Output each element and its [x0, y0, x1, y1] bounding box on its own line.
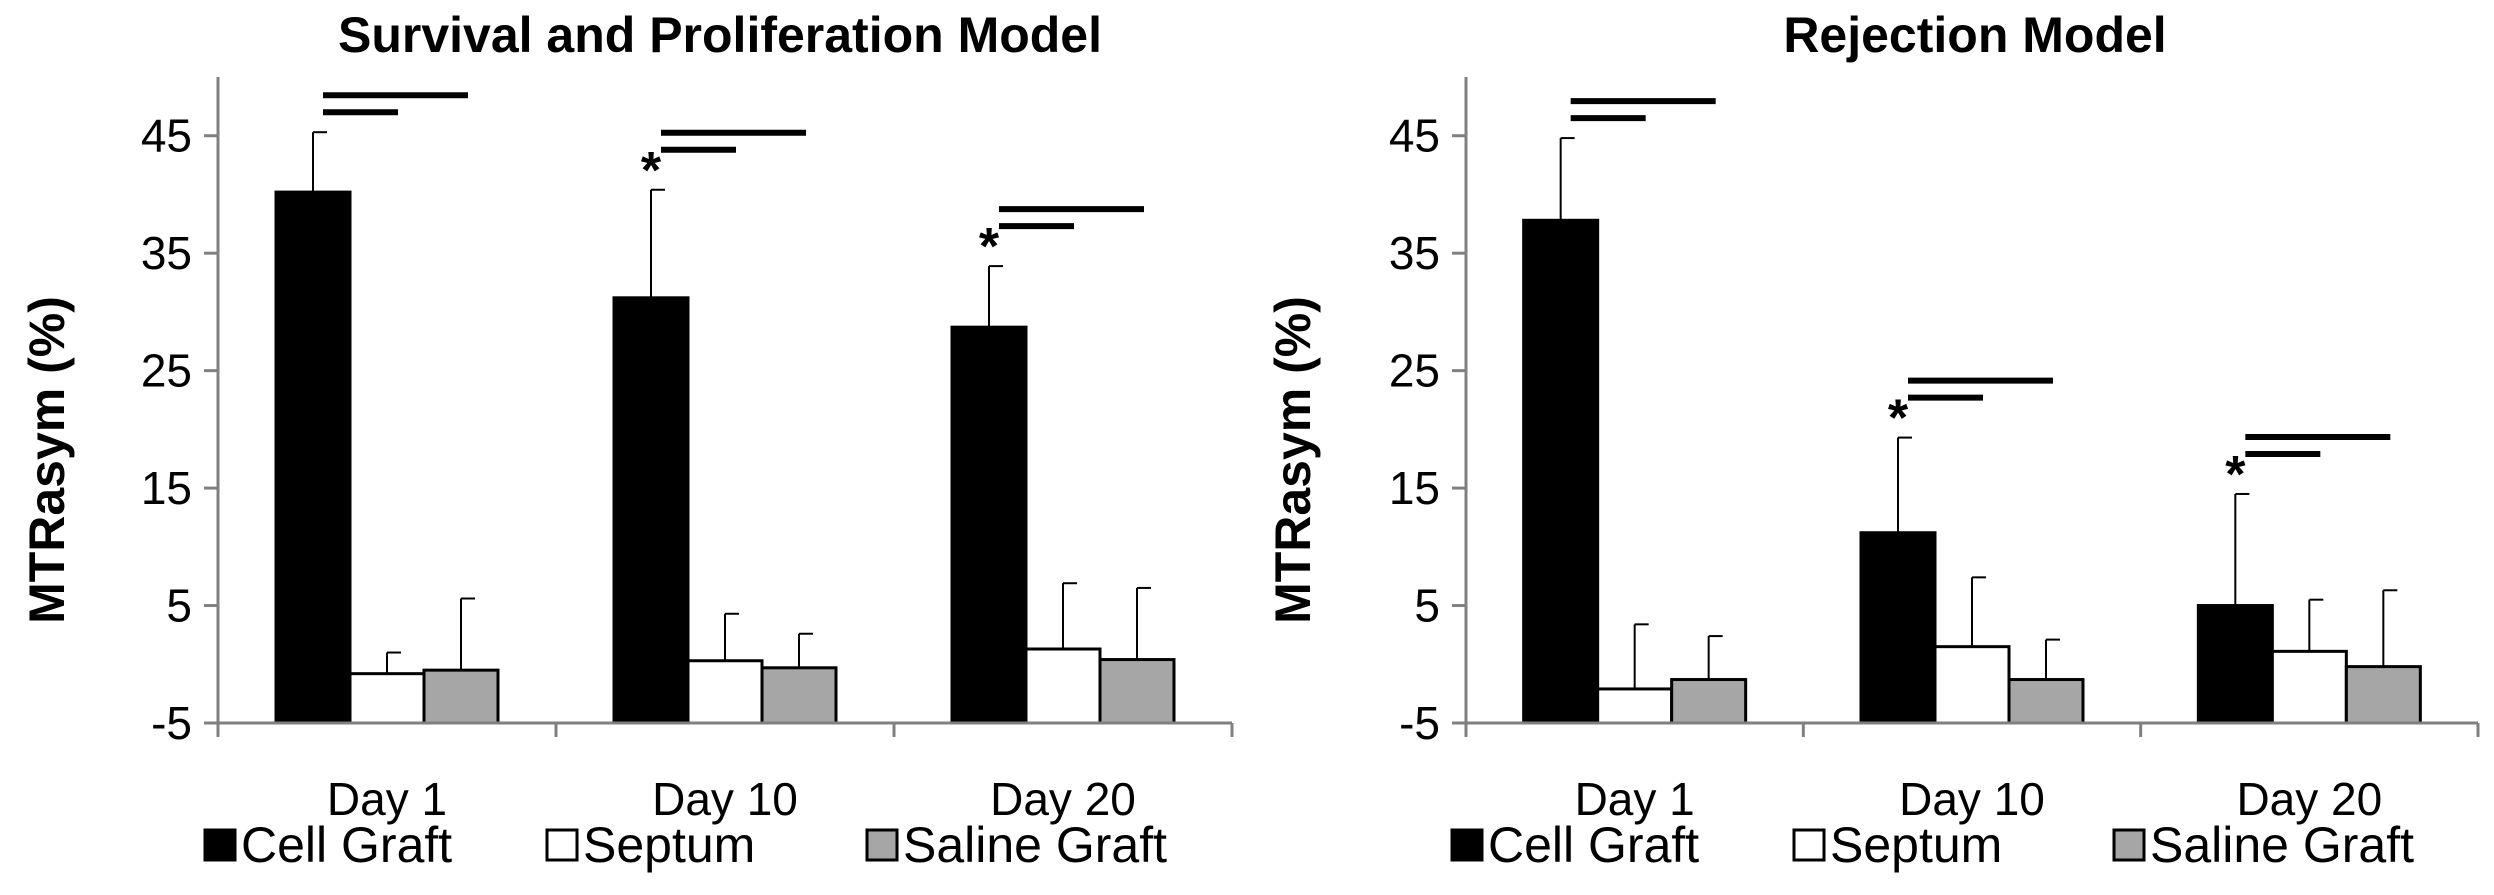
y-axis-label: MTRasym (%)	[1265, 296, 1321, 624]
bar	[1522, 218, 1600, 725]
y-tick-label: 15	[141, 462, 192, 514]
significance-markers: **	[323, 92, 1144, 276]
y-tick-label: 15	[1389, 462, 1440, 514]
category-label: Day 1	[327, 773, 447, 825]
bar	[1024, 647, 1102, 725]
legend-label: Septum	[1830, 817, 2002, 873]
category-label: Day 1	[1575, 773, 1695, 825]
y-tick-label: 45	[141, 110, 192, 162]
bars	[274, 131, 1176, 725]
y-tick-label: 5	[166, 580, 192, 632]
bar	[1596, 687, 1674, 725]
legend: Cell Graft Septum Saline Graft	[203, 817, 1167, 873]
bar	[348, 672, 426, 725]
bar	[1098, 658, 1176, 725]
y-tick-labels: -5 5 15 25 35 45	[141, 110, 192, 749]
y-axis-label-text: MTRasym (%)	[1265, 296, 1321, 624]
bar	[686, 659, 764, 725]
y-tick-label: 35	[1389, 227, 1440, 279]
category-label: Day 10	[1899, 773, 2045, 825]
bar	[612, 296, 690, 725]
significance-asterisk: *	[641, 142, 662, 200]
category-labels: Day 1 Day 10 Day 20	[327, 773, 1136, 825]
legend-label: Cell Graft	[241, 817, 452, 873]
bar	[2270, 649, 2348, 725]
y-tick-label: 5	[1414, 580, 1440, 632]
bar	[950, 325, 1028, 725]
category-label: Day 20	[990, 773, 1136, 825]
legend-swatch	[1450, 828, 1484, 862]
bar	[2344, 665, 2422, 725]
significance-asterisk: *	[1888, 390, 1909, 448]
legend: Cell Graft Septum Saline Graft	[1450, 817, 2414, 873]
significance-asterisk: *	[979, 218, 1000, 276]
bar	[1859, 531, 1937, 725]
legend-swatch	[203, 828, 237, 862]
legend-label: Cell Graft	[1488, 817, 1699, 873]
bar	[1933, 645, 2011, 725]
legend-label: Septum	[583, 817, 755, 873]
chart-title: Rejection Model	[1783, 7, 2166, 63]
y-axis-label: MTRasym (%)	[19, 296, 75, 624]
legend-label: Saline Graft	[2150, 817, 2414, 873]
legend-swatch	[1792, 828, 1826, 862]
axes	[1452, 77, 2480, 737]
legend-swatch	[865, 828, 899, 862]
y-axis-label-text: MTRasym (%)	[19, 296, 75, 624]
legend-swatch	[2112, 828, 2146, 862]
y-tick-label: 35	[141, 227, 192, 279]
y-tick-label: 25	[1389, 345, 1440, 397]
bar	[760, 666, 838, 725]
bar	[2196, 604, 2274, 725]
y-tick-label: -5	[151, 697, 192, 749]
bar	[274, 190, 352, 725]
bars	[1522, 137, 2422, 725]
axes	[204, 77, 1234, 737]
category-label: Day 20	[2236, 773, 2382, 825]
chart-title: Survival and Proliferation Model	[338, 7, 1102, 63]
chart-panel-rejection: Rejection Model MTRasym (%) -5515253545 …	[1265, 7, 2480, 873]
y-tick-label: 45	[1389, 110, 1440, 162]
y-tick-label: -5	[1399, 697, 1440, 749]
chart-panel-survival: Survival and Proliferation Model MTRasym…	[19, 7, 1234, 873]
y-tick-labels: -5 5 15 25 35 45	[1389, 110, 1440, 749]
category-labels: Day 1 Day 10 Day 20	[1575, 773, 2383, 825]
category-label: Day 10	[652, 773, 798, 825]
legend-swatch	[545, 828, 579, 862]
significance-markers: **	[1570, 98, 2391, 504]
y-tick-label: 25	[141, 345, 192, 397]
bar	[2007, 678, 2085, 725]
bar	[1670, 678, 1748, 725]
bar	[422, 668, 500, 725]
legend-label: Saline Graft	[903, 817, 1167, 873]
significance-asterisk: *	[2225, 446, 2246, 504]
